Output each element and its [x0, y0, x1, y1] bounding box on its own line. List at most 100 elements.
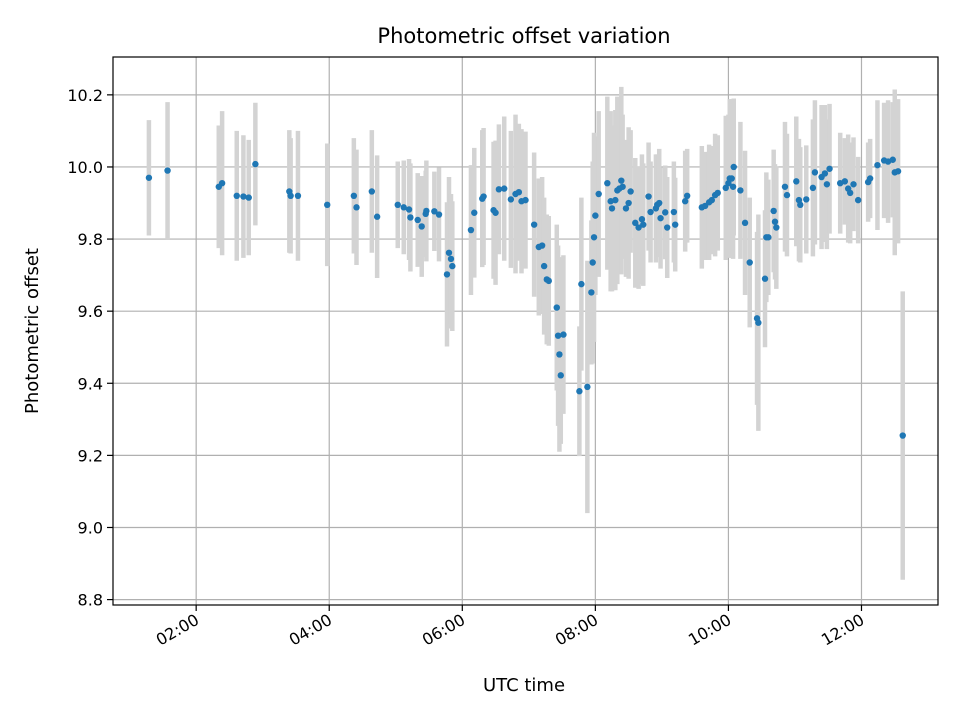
data-point — [783, 191, 791, 199]
data-point — [728, 175, 735, 182]
data-point — [443, 271, 451, 278]
data-point — [826, 165, 833, 172]
data-point — [627, 188, 634, 195]
x-tick-label: 12:00 — [818, 610, 867, 650]
y-axis-ticks: 8.8 9.0 9.2 9.4 9.6 9.8 10.0 10.2 — [67, 86, 113, 610]
data-point — [657, 214, 664, 222]
data-point — [656, 199, 663, 207]
data-point — [405, 206, 413, 213]
data-point — [821, 170, 829, 177]
data-point — [708, 196, 715, 204]
data-point — [540, 262, 548, 270]
data-point — [447, 255, 455, 263]
data-point — [233, 192, 240, 200]
x-tick-label: 06:00 — [419, 610, 468, 650]
data-point — [218, 179, 226, 187]
data-point — [618, 177, 625, 184]
data-point — [635, 224, 642, 231]
x-tick-label: 04:00 — [286, 610, 335, 650]
data-point — [353, 204, 360, 211]
data-point — [730, 163, 737, 171]
data-point — [576, 388, 583, 395]
y-tick-label: 9.0 — [78, 518, 103, 537]
data-points — [145, 156, 906, 439]
data-point — [625, 199, 632, 207]
data-point — [773, 224, 780, 231]
data-point — [423, 207, 430, 215]
data-point — [640, 221, 647, 228]
data-point — [889, 156, 896, 163]
data-point — [770, 207, 777, 215]
data-point — [553, 304, 560, 311]
data-point — [368, 188, 376, 195]
data-point — [435, 211, 443, 218]
data-point — [164, 167, 171, 174]
data-point — [741, 219, 749, 227]
data-point — [501, 185, 508, 192]
data-point — [761, 275, 769, 282]
plot-frame — [112, 56, 939, 606]
data-point — [245, 194, 252, 201]
data-point — [811, 169, 819, 176]
data-point — [538, 242, 546, 249]
data-point — [324, 201, 331, 209]
data-point — [612, 196, 619, 204]
y-tick-label: 9.2 — [78, 446, 103, 465]
data-point — [894, 168, 902, 175]
data-point — [608, 205, 616, 212]
data-point — [595, 190, 602, 198]
data-point — [495, 186, 503, 193]
data-point — [287, 192, 294, 200]
data-point — [480, 193, 487, 200]
data-point — [449, 262, 456, 270]
data-point — [445, 249, 453, 256]
data-point — [431, 208, 438, 215]
data-point — [145, 174, 153, 181]
y-tick-label: 9.4 — [78, 374, 103, 393]
data-point — [722, 184, 729, 192]
data-point — [638, 216, 646, 223]
data-point — [394, 201, 401, 209]
data-point — [765, 234, 772, 241]
data-point — [797, 201, 804, 209]
data-point — [809, 184, 817, 192]
data-point — [803, 196, 810, 203]
y-tick-label: 8.8 — [78, 591, 103, 610]
data-point — [414, 216, 421, 224]
data-point — [899, 432, 906, 439]
data-point — [841, 178, 849, 185]
data-point — [588, 289, 595, 296]
data-point — [645, 193, 652, 200]
data-point — [294, 192, 302, 200]
data-point — [590, 234, 598, 241]
data-point — [584, 383, 591, 391]
data-point — [592, 212, 599, 219]
data-point — [578, 280, 585, 288]
data-point — [522, 196, 529, 204]
x-tick-label: 10:00 — [685, 610, 734, 650]
data-point — [545, 277, 552, 285]
x-axis-label: UTC time — [483, 675, 565, 696]
data-point — [622, 205, 630, 212]
data-point — [252, 160, 259, 168]
data-point — [729, 183, 737, 190]
data-point — [866, 175, 874, 182]
data-point — [781, 183, 789, 190]
data-point — [671, 221, 679, 228]
data-point — [407, 214, 414, 221]
y-tick-label: 10.2 — [67, 86, 103, 105]
error-bars — [146, 86, 905, 580]
data-point — [793, 178, 800, 185]
data-point — [400, 204, 407, 211]
data-point — [823, 181, 831, 188]
x-tick-label: 08:00 — [552, 610, 601, 650]
data-point — [554, 332, 562, 339]
data-point — [874, 161, 881, 169]
data-point — [854, 196, 862, 204]
data-point — [240, 193, 247, 200]
data-point — [373, 213, 381, 220]
data-point — [670, 208, 678, 216]
data-point — [681, 198, 689, 205]
data-point — [737, 187, 744, 194]
